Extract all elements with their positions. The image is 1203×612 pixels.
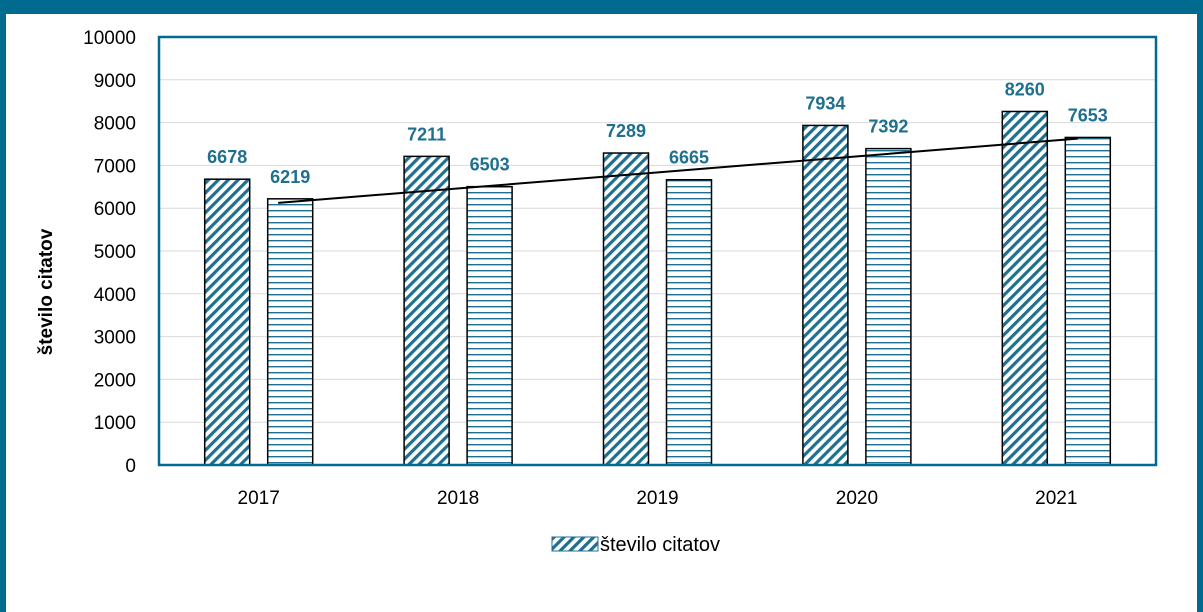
y-tick-label: 6000	[94, 199, 136, 220]
y-tick-label: 2000	[94, 370, 136, 391]
y-tick-label: 5000	[94, 242, 136, 263]
x-axis-ticks: 2017 2018 2019 2020 2021	[238, 488, 1078, 509]
bar-diagonal	[403, 155, 450, 466]
plot-area-border	[157, 35, 1158, 467]
data-label: 7934	[805, 93, 845, 113]
x-tick-label: 2017	[238, 488, 280, 509]
data-label: 6503	[470, 155, 510, 175]
data-labels: 6678 6219 7211 6503 7289 6665 7934 7392 8260 7653	[207, 79, 1108, 186]
y-tick-label: 8000	[94, 114, 136, 135]
bar-diagonal	[802, 124, 849, 466]
bar-diagonal	[602, 152, 650, 466]
x-tick-label: 2020	[836, 488, 878, 509]
bar-diagonal	[1001, 110, 1049, 466]
bar-horizontal	[266, 198, 314, 466]
x-tick-label: 2021	[1035, 488, 1077, 509]
data-label: 6678	[207, 147, 247, 167]
y-tick-label: 7000	[94, 156, 136, 177]
gridlines	[159, 36, 1156, 423]
data-label: 7653	[1068, 105, 1108, 125]
x-tick-label: 2019	[636, 488, 678, 509]
bar-horizontal	[865, 147, 912, 466]
data-label: 7211	[407, 124, 446, 144]
legend-swatch	[551, 536, 599, 552]
legend: število citatov	[551, 534, 720, 556]
x-tick-label: 2018	[437, 488, 479, 509]
trendline	[278, 137, 1078, 204]
bars	[203, 110, 1112, 466]
legend-label: število citatov	[600, 534, 720, 556]
data-label: 6219	[270, 167, 310, 187]
y-tick-label: 9000	[94, 71, 136, 92]
bar-horizontal	[1064, 136, 1112, 466]
data-label: 7289	[606, 121, 646, 141]
data-label: 7392	[868, 117, 908, 137]
y-tick-label: 10000	[83, 28, 136, 49]
y-tick-label: 4000	[94, 285, 136, 306]
bar-diagonal	[203, 178, 251, 466]
data-label: 6665	[669, 148, 709, 168]
y-tick-label: 0	[125, 456, 136, 477]
y-tick-label: 3000	[94, 328, 136, 349]
trendline-group	[278, 137, 1078, 204]
y-tick-label: 1000	[94, 413, 136, 434]
data-label: 8260	[1005, 79, 1045, 99]
bar-horizontal	[665, 178, 713, 466]
bar-horizontal	[466, 185, 513, 466]
y-axis-ticks: 0 1000 2000 3000 4000 5000 6000 7000 8000 9000 100…	[83, 28, 136, 477]
y-axis-title: število citatov	[36, 228, 57, 355]
